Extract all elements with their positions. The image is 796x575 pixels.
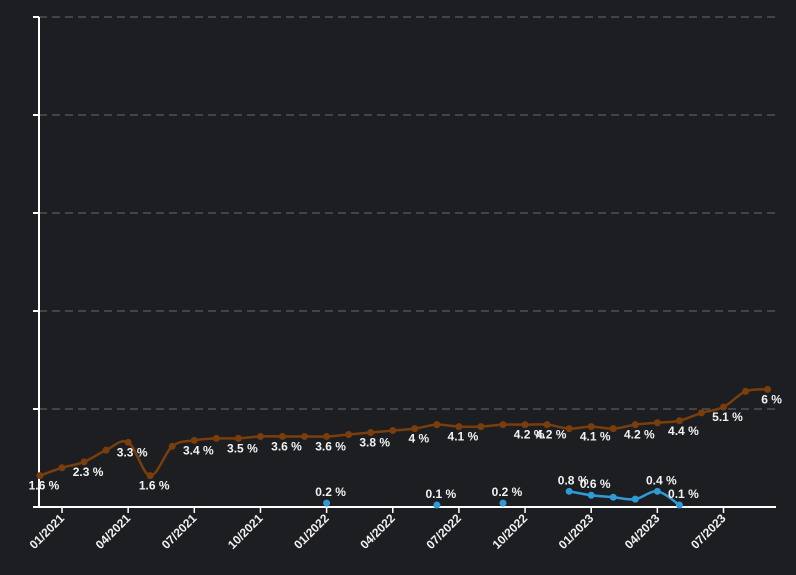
data-label: 3.5 %	[227, 441, 258, 455]
data-point	[565, 487, 573, 495]
data-point	[609, 425, 617, 433]
data-label: 6 %	[761, 392, 782, 406]
y-axis-ticks	[33, 16, 39, 508]
data-point	[102, 446, 110, 454]
data-point	[212, 434, 220, 442]
x-tick-label: 10/2021	[225, 511, 266, 552]
data-point	[367, 429, 375, 437]
data-point	[36, 472, 44, 480]
data-label: 3.4 %	[183, 443, 214, 457]
data-point	[279, 432, 286, 440]
data-label: 4.4 %	[668, 424, 699, 438]
data-label: 0.8 %	[558, 473, 589, 487]
data-point	[675, 501, 683, 509]
data-point	[190, 436, 198, 444]
x-tick-label: 01/2023	[556, 511, 597, 552]
data-point	[256, 432, 264, 440]
data-point	[124, 438, 132, 446]
x-tick-label: 04/2023	[622, 511, 663, 552]
data-label: 3.3 %	[117, 445, 148, 459]
data-point	[653, 419, 661, 427]
data-point	[80, 458, 88, 466]
x-tick-label: 04/2022	[357, 511, 398, 552]
data-point	[234, 434, 242, 442]
data-point	[609, 493, 617, 501]
data-point	[521, 421, 529, 429]
series-group	[36, 385, 772, 509]
data-point	[543, 421, 551, 429]
data-label: 4.2 %	[514, 428, 545, 442]
data-point	[653, 487, 661, 495]
data-label: 4.2 %	[624, 428, 655, 442]
data-point	[587, 491, 595, 499]
data-point	[675, 417, 683, 425]
x-tick-label: 07/2023	[688, 511, 729, 552]
data-point	[565, 425, 573, 433]
data-label: 2.3 %	[73, 465, 104, 479]
data-label: 5.1 %	[712, 410, 743, 424]
data-point	[499, 421, 507, 429]
data-label: 4.1 %	[448, 430, 479, 444]
data-point	[477, 423, 485, 431]
series-line	[39, 388, 768, 477]
data-point	[168, 442, 176, 450]
x-tick-label: 10/2022	[490, 511, 531, 552]
data-point	[411, 425, 419, 433]
series-line	[568, 490, 681, 507]
x-tick-label: 07/2021	[159, 511, 200, 552]
data-point	[345, 430, 353, 438]
data-label: 3.8 %	[359, 436, 390, 450]
data-point	[720, 403, 727, 411]
data-point	[323, 499, 331, 507]
data-label: 0.2 %	[315, 485, 346, 499]
x-tick-label: 01/2022	[291, 511, 332, 552]
data-point	[455, 423, 463, 431]
data-labels: 1.6 % 2.3 % 3.3 % 1.6 % 3.4 % 3.5 % 3.6 % 3.6 %…	[29, 392, 783, 501]
data-label: 4.2 %	[536, 428, 567, 442]
data-label: 3.6 %	[271, 439, 302, 453]
data-point	[389, 427, 397, 435]
data-point	[301, 432, 309, 440]
data-label: 0.2 %	[492, 485, 523, 499]
data-label: 3.6 %	[315, 439, 346, 453]
data-point	[323, 432, 331, 440]
data-label: 0.1 %	[668, 487, 699, 501]
data-point	[742, 387, 750, 395]
data-label: 0.4 %	[646, 473, 677, 487]
data-label: 1.6 %	[29, 479, 60, 493]
data-label: 0.1 %	[426, 487, 457, 501]
data-point	[697, 409, 705, 417]
data-point	[58, 464, 66, 472]
data-label: 1.6 %	[139, 479, 170, 493]
grid-lines	[39, 16, 776, 410]
data-point	[631, 421, 639, 429]
x-tick-label: 01/2021	[27, 511, 68, 552]
x-tick-label: 07/2022	[423, 511, 464, 552]
data-point	[631, 495, 639, 503]
data-point	[587, 423, 595, 431]
data-label: 0.6 %	[580, 477, 611, 491]
data-label: 4.1 %	[580, 430, 611, 444]
x-axis-ticks: 01/2021 04/2021 07/2021 10/2021 01/2022 04/20…	[27, 507, 729, 552]
data-point	[433, 501, 441, 509]
data-point	[764, 385, 772, 393]
data-point	[499, 499, 507, 507]
data-point	[146, 472, 154, 480]
x-tick-label: 04/2021	[93, 511, 134, 552]
data-point	[433, 421, 441, 429]
data-label: 4 %	[408, 432, 429, 446]
